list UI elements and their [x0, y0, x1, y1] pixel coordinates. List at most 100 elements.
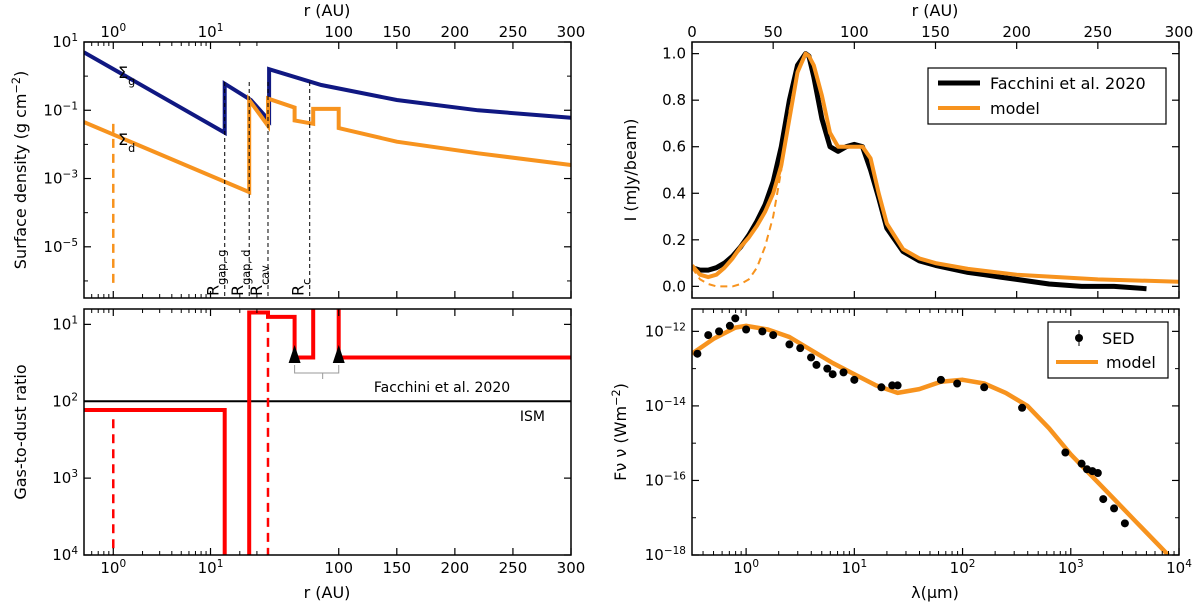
sed-legend-box: [1047, 321, 1169, 379]
y-tick-label: 10−12: [645, 321, 686, 340]
x-tick-label: 0: [687, 23, 697, 41]
x-tick-label: 100: [733, 558, 759, 577]
sed-point: [807, 353, 816, 362]
y-tick-label: 10−3: [43, 169, 78, 188]
y-tick-label: 1.0: [662, 45, 686, 63]
legend-sed-label: SED: [1102, 329, 1135, 348]
radius-marker-label: Rgap, g: [204, 250, 229, 296]
sed-point: [758, 327, 767, 336]
top-right-x-axis-title: r (AU): [912, 1, 959, 20]
x-tick-label: 50: [764, 23, 783, 41]
legend-model-label: model: [990, 99, 1040, 118]
sed-point: [893, 381, 902, 390]
x-tick-label: 100: [840, 23, 869, 41]
x-tick-label: 102: [950, 558, 976, 577]
bottom-left-x-axis-title: r (AU): [304, 583, 351, 602]
sed-point: [1018, 403, 1027, 412]
bottom-right-x-axis-title: λ(μm): [911, 583, 959, 602]
bottom-left-y-axis-title: Gas-to-dust ratio: [11, 364, 30, 499]
sed-point: [1093, 469, 1102, 477]
sed-point: [1077, 459, 1086, 468]
x-tick-label: 100: [100, 558, 126, 577]
sed-point: [850, 375, 859, 384]
y-tick-label: 0.8: [662, 91, 686, 109]
sed-point: [812, 360, 821, 369]
x-tick-label: 100: [324, 23, 353, 41]
x-tick-label: 101: [198, 22, 224, 41]
ism-label: ISM: [520, 409, 545, 425]
y-tick-label: 101: [52, 32, 78, 51]
sed-point: [796, 344, 805, 353]
sed-point: [785, 340, 794, 349]
facchini-annotation: Facchini et al. 2020: [374, 380, 510, 396]
sed-point: [877, 383, 886, 392]
x-tick-label: 250: [1084, 23, 1113, 41]
panel-gas-to-dust: Facchini et al. 2020 ISM 100 101 100 150 200 2…: [52, 308, 586, 577]
sed-point: [980, 383, 989, 392]
sed-point: [1061, 448, 1070, 457]
radius-marker-label: Rgap, d: [228, 250, 253, 296]
x-tick-label: 150: [382, 23, 411, 41]
y-tick-label: 0.2: [662, 231, 686, 249]
sed-point: [715, 327, 724, 336]
sed-point: [828, 370, 837, 379]
y-tick-label: 0.0: [662, 277, 686, 295]
sed-point: [769, 331, 778, 340]
x-tick-label: 101: [841, 558, 867, 577]
sigma-gas-line: [84, 50, 571, 137]
y-tick-label: 10−16: [645, 470, 687, 489]
y-tick-label: 10−1: [43, 100, 78, 119]
y-tick-label: 0.4: [662, 184, 686, 202]
sigma-dust-label: Σd: [118, 130, 135, 155]
y-tick-label: 103: [52, 468, 78, 487]
intensity-legend-box: [927, 67, 1167, 125]
radius-marker-label: Rc: [289, 279, 314, 296]
intensity-model-dashed-line: [692, 53, 807, 288]
radius-marker-label: Rcav: [247, 265, 272, 296]
sed-point: [953, 379, 962, 388]
sed-point: [731, 314, 740, 323]
sed-point: [693, 349, 702, 358]
top-left-y-axis-title: Surface density (g cm−2): [10, 71, 31, 269]
x-tick-label: 150: [382, 559, 411, 577]
panel-sed: 100 101 102 103 104 10−12 10−14 10−16 10−18 SED m…: [645, 308, 1192, 577]
x-tick-label: 300: [557, 559, 586, 577]
sed-point: [742, 325, 751, 334]
sed-point: [725, 321, 734, 330]
sigma-gas-label: Σg: [118, 63, 135, 88]
sigma-dust-line: [84, 93, 571, 196]
x-tick-label: 101: [198, 558, 224, 577]
bottom-right-y-axis-title: Fν ν (Wm−2): [610, 383, 631, 481]
y-tick-label: 0.6: [662, 138, 686, 156]
x-tick-label: 200: [441, 559, 470, 577]
panel-gas-to-dust-frame: [83, 308, 572, 556]
y-tick-label: 102: [52, 391, 78, 410]
legend-observed-label: Facchini et al. 2020: [990, 74, 1146, 93]
x-tick-label: 300: [1165, 23, 1194, 41]
sed-point: [823, 364, 832, 373]
lower-limit-bracket: [294, 364, 340, 379]
x-tick-label: 200: [1002, 23, 1031, 41]
y-tick-label: 104: [52, 545, 78, 564]
panel-intensity-profile: 0 50 100 150 200 250 300 0.0 0.2 0.4 0.6 0.8 1.0 Fac…: [662, 23, 1194, 299]
intensity-model-line: [692, 51, 1179, 284]
x-tick-label: 104: [1166, 558, 1192, 577]
lower-limit-marker: [288, 344, 301, 363]
legend-model-label: model: [1106, 353, 1156, 372]
sed-point: [1120, 519, 1129, 528]
sed-point: [1110, 504, 1119, 513]
x-tick-label: 150: [921, 23, 950, 41]
y-tick-label: 10−5: [43, 237, 78, 256]
gas-to-dust-line: [84, 309, 571, 555]
x-tick-label: 250: [499, 559, 528, 577]
x-tick-label: 250: [499, 23, 528, 41]
x-tick-label: 300: [557, 23, 586, 41]
y-tick-label: 10−18: [645, 545, 686, 564]
sed-point: [1099, 495, 1108, 504]
x-tick-label: 103: [1058, 558, 1084, 577]
y-tick-label: 101: [52, 314, 78, 333]
y-tick-label: 10−14: [645, 396, 687, 415]
top-right-y-axis-title: I (mJy/beam): [621, 119, 640, 222]
